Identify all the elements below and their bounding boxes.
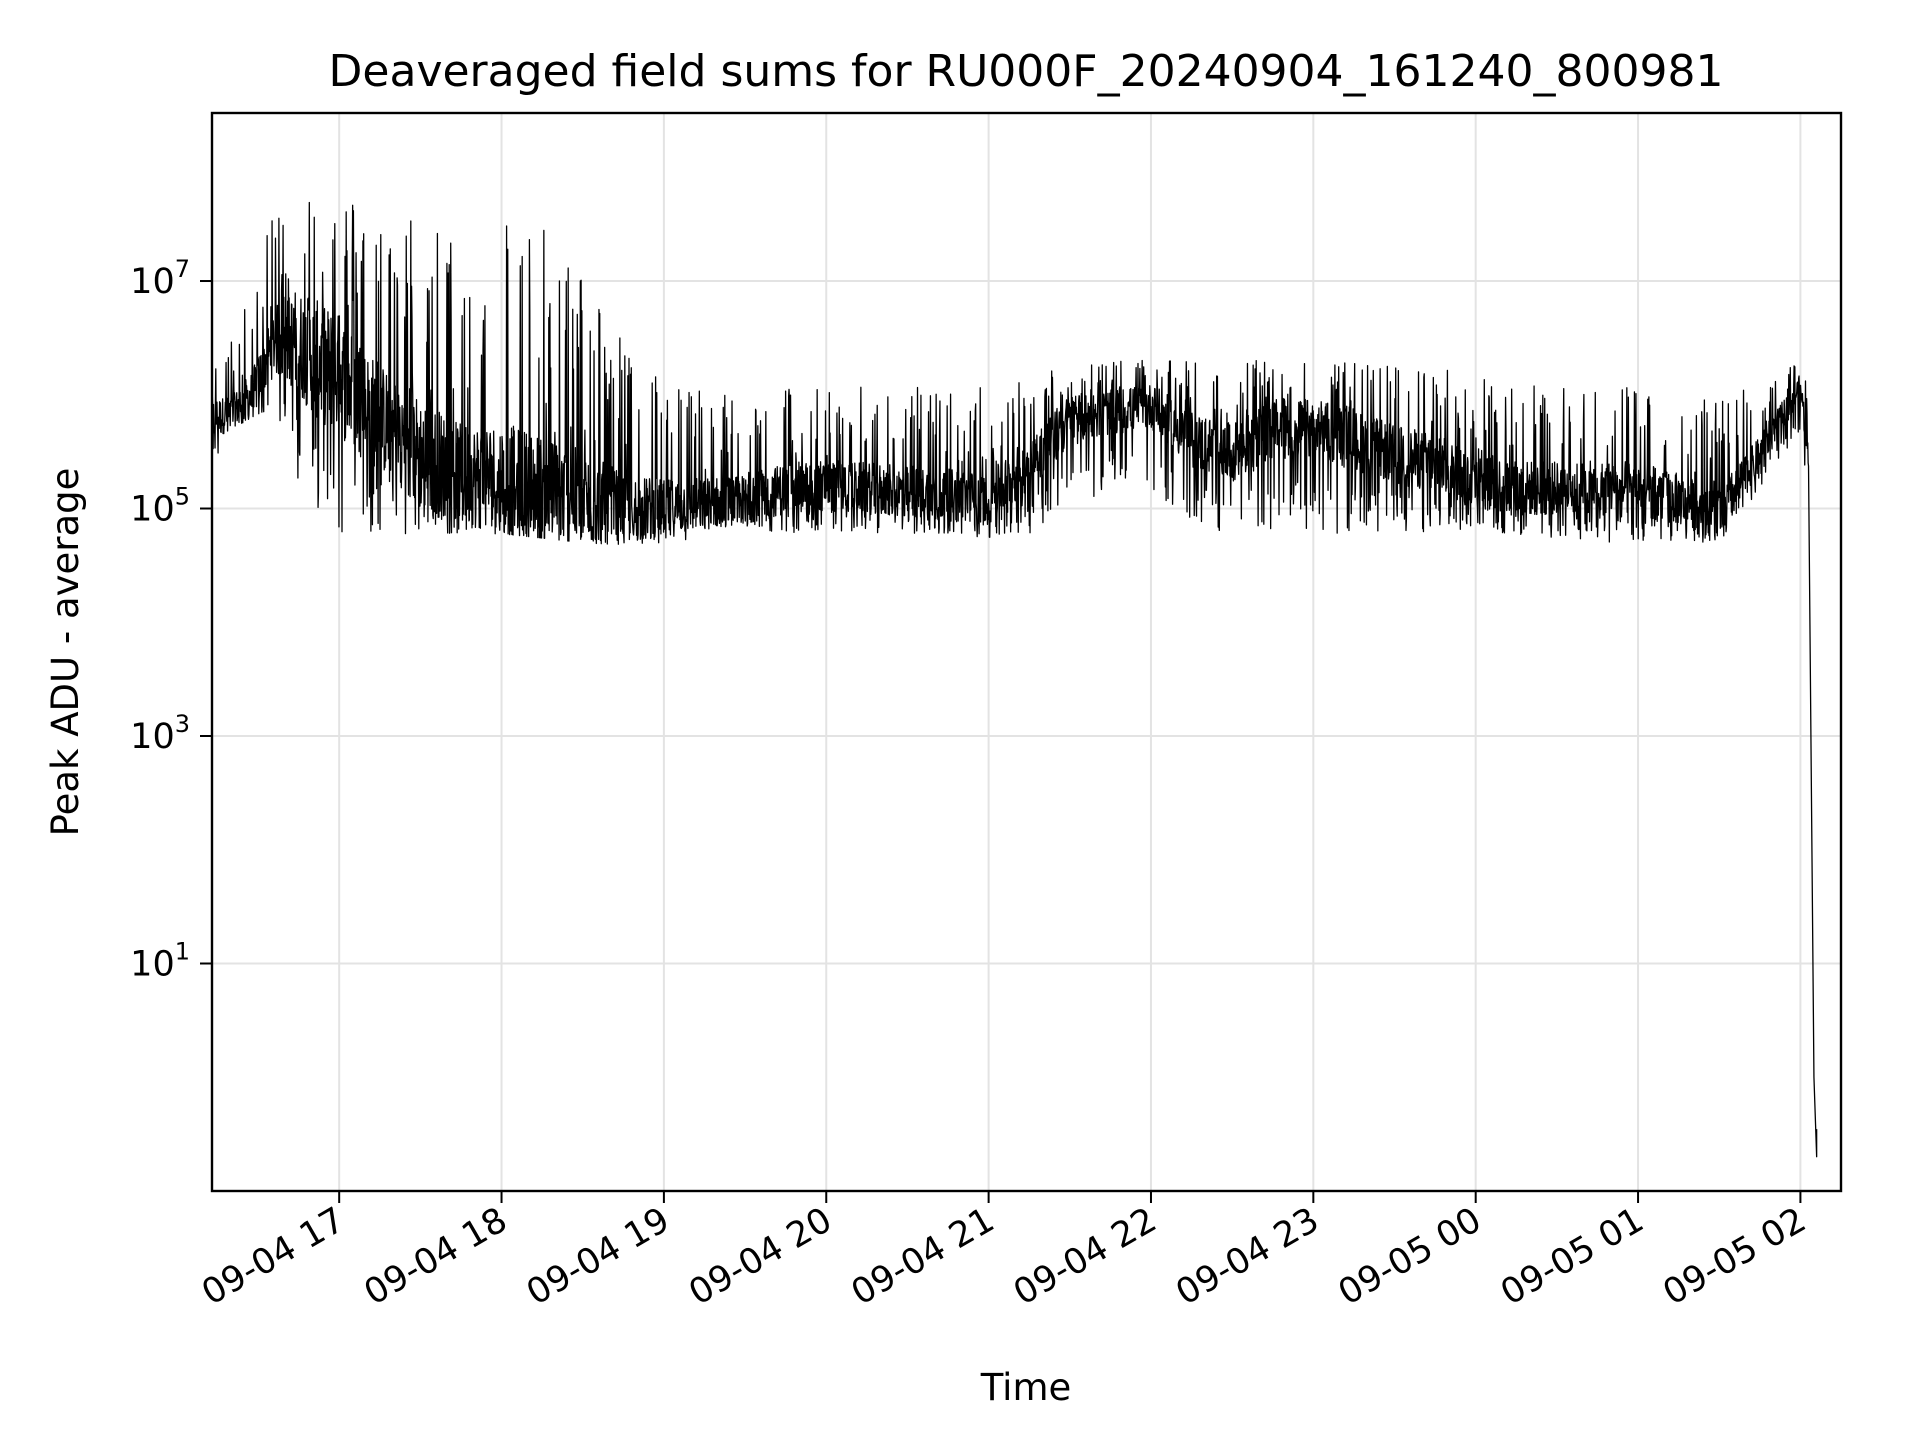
series-line	[211, 201, 1818, 1158]
y-tick-exponent: 7	[175, 255, 190, 283]
plot-frame	[210, 111, 1843, 1193]
x-axis-label: Time	[980, 1366, 1072, 1409]
x-tick-label: 09-04 18	[358, 1200, 514, 1313]
x-tick-label: 09-04 20	[682, 1200, 838, 1313]
x-tick-label: 09-05 00	[1332, 1200, 1488, 1313]
x-tick-label: 09-05 01	[1494, 1200, 1650, 1313]
y-tick-exponent: 3	[175, 710, 190, 738]
x-tick-label: 09-04 19	[520, 1200, 676, 1313]
y-axis-label: Peak ADU - average	[44, 468, 87, 837]
y-tick-exponent: 1	[175, 938, 190, 966]
y-tick-label: 103	[130, 710, 190, 757]
chart-title: Deaveraged field sums for RU000F_2024090…	[329, 46, 1724, 97]
series-layer	[211, 201, 1818, 1158]
y-tick-label: 101	[130, 938, 190, 985]
grid-layer	[212, 113, 1841, 1191]
y-tick-base: 10	[130, 262, 175, 302]
y-tick-label: 105	[130, 483, 190, 530]
x-tick-label: 09-05 02	[1657, 1200, 1813, 1313]
y-tick-exponent: 5	[175, 483, 190, 511]
y-tick-base: 10	[130, 490, 175, 530]
x-tick-label: 09-04 22	[1007, 1200, 1163, 1313]
x-tick-label: 09-04 21	[845, 1200, 1001, 1313]
x-tick-label: 09-04 17	[195, 1200, 351, 1313]
x-tick-label: 09-04 23	[1170, 1200, 1326, 1313]
y-tick-label: 107	[130, 255, 190, 302]
y-tick-base: 10	[130, 717, 175, 757]
y-tick-base: 10	[130, 945, 175, 985]
